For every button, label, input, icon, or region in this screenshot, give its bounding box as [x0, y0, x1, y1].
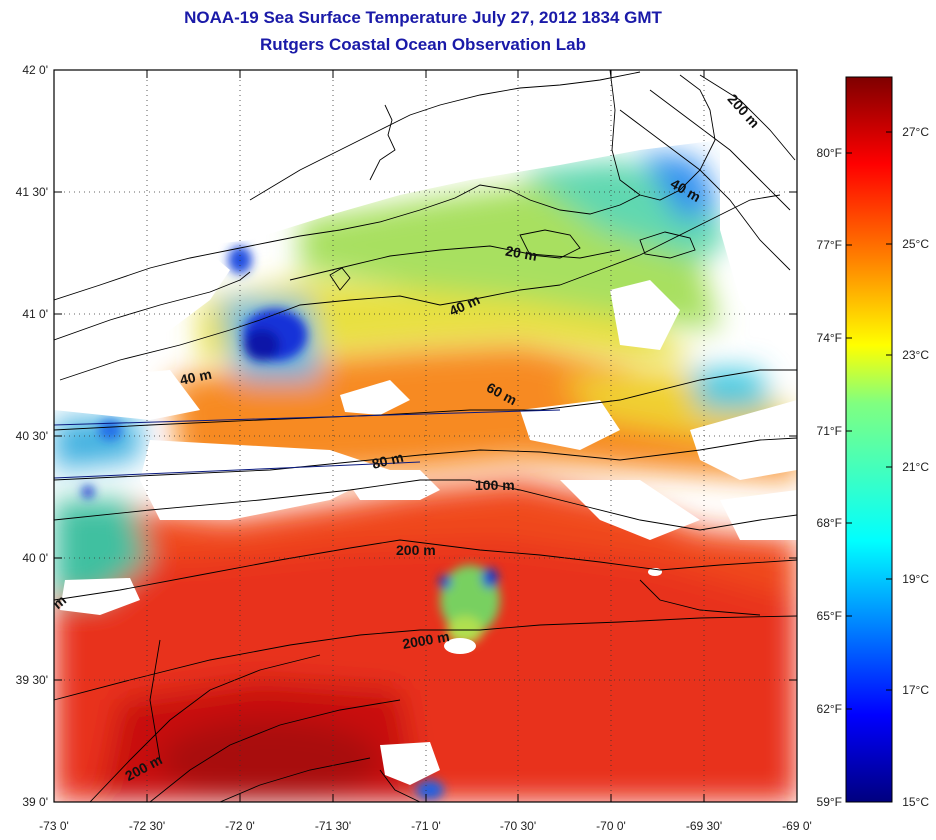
lon-label: -72 30' [129, 819, 165, 833]
depth-label: 200 m [396, 542, 436, 558]
graticule [54, 70, 797, 802]
lon-label: -71 30' [315, 819, 351, 833]
colorbar-c-label: 27°C [902, 125, 929, 139]
lon-label: -71 0' [411, 819, 441, 833]
depth-label: 20 m [504, 243, 538, 264]
colorbar-c-label: 19°C [902, 572, 929, 586]
lat-label: 39 30' [16, 673, 48, 687]
lat-label: 40 30' [16, 429, 48, 443]
lon-labels: -73 0' -72 30' -72 0' -71 30' -71 0' -70… [39, 819, 812, 833]
track-lines [54, 409, 561, 479]
colorbar-f-label: 65°F [817, 609, 842, 623]
colorbar-f-label: 74°F [817, 331, 842, 345]
lat-label: 41 0' [22, 307, 48, 321]
lat-label: 42 0' [22, 63, 48, 77]
frame-ticks [53, 70, 797, 802]
colorbar-c-label: 21°C [902, 460, 929, 474]
lat-label: 39 0' [22, 795, 48, 809]
colorbar-gradient [845, 76, 893, 803]
colorbar-f-label: 77°F [817, 238, 842, 252]
colorbar-c-label: 25°C [902, 237, 929, 251]
map-title: NOAA-19 Sea Surface Temperature July 27,… [184, 8, 662, 27]
lon-label: -69 0' [782, 819, 812, 833]
colorbar-f-label: 62°F [817, 702, 842, 716]
lat-labels: 42 0' 41 30' 41 0' 40 30' 40 0' 39 30' 3… [16, 63, 48, 809]
lon-label: -73 0' [39, 819, 69, 833]
depth-label: 40 m [178, 366, 213, 388]
lon-label: -70 30' [500, 819, 536, 833]
lat-label: 40 0' [22, 551, 48, 565]
colorbar-f-label: 59°F [817, 795, 842, 809]
sst-field [54, 70, 797, 802]
depth-label: 80 m [370, 449, 405, 472]
map-subtitle: Rutgers Coastal Ocean Observation Lab [260, 35, 586, 54]
colorbar: 80°F 77°F 74°F 71°F 68°F 65°F 62°F 59°F … [817, 76, 929, 809]
colorbar-c-label: 23°C [902, 348, 929, 362]
lon-label: -69 30' [686, 819, 722, 833]
coastline-contours [54, 70, 797, 802]
depth-label: 100 m [475, 477, 515, 493]
lon-label: -72 0' [225, 819, 255, 833]
lat-label: 41 30' [16, 185, 48, 199]
colorbar-c-label: 17°C [902, 683, 929, 697]
colorbar-f-label: 68°F [817, 516, 842, 530]
lon-label: -70 0' [596, 819, 626, 833]
colorbar-c-label: 15°C [902, 795, 929, 809]
colorbar-f-label: 71°F [817, 424, 842, 438]
colorbar-f-label: 80°F [817, 146, 842, 160]
